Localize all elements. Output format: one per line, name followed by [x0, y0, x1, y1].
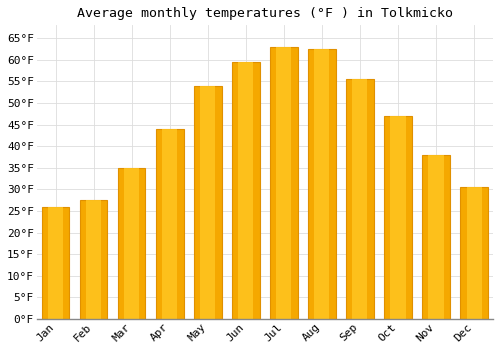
Bar [200, 86, 216, 319]
Bar [346, 79, 374, 319]
Bar [384, 116, 411, 319]
Bar [352, 79, 368, 319]
Bar [42, 206, 70, 319]
Bar [80, 200, 108, 319]
Bar [238, 62, 254, 319]
Bar [466, 187, 481, 319]
Bar [428, 155, 444, 319]
Bar [48, 206, 64, 319]
Bar [270, 47, 297, 319]
Bar [162, 129, 178, 319]
Bar [422, 155, 450, 319]
Bar [86, 200, 102, 319]
Bar [156, 129, 184, 319]
Bar [118, 168, 146, 319]
Bar [232, 62, 260, 319]
Bar [460, 187, 487, 319]
Bar [194, 86, 222, 319]
Title: Average monthly temperatures (°F ) in Tolkmicko: Average monthly temperatures (°F ) in To… [77, 7, 453, 20]
Bar [308, 49, 336, 319]
Bar [124, 168, 140, 319]
Bar [314, 49, 330, 319]
Bar [276, 47, 291, 319]
Bar [390, 116, 406, 319]
